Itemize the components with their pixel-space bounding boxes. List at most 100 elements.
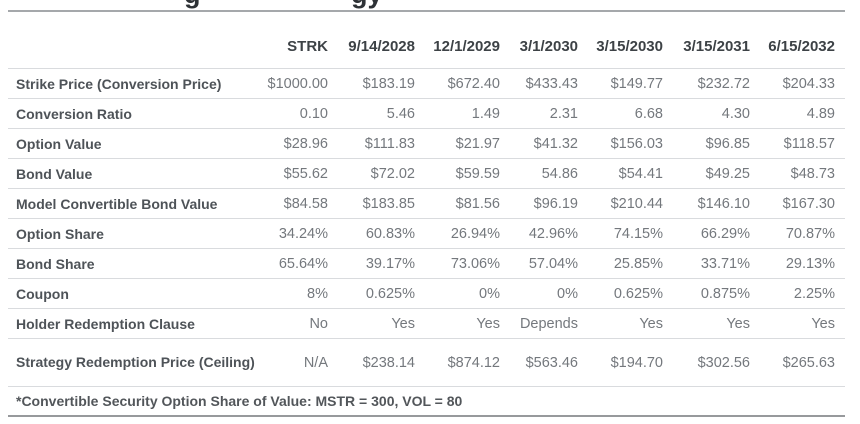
row-label: Option Share [16,225,104,242]
header-empty-cell [8,12,256,69]
row-label: Strike Price (Conversion Price) [16,75,222,92]
row-label: Bond Value [16,165,93,182]
table-cell: N/A [303,354,328,371]
table-cell: 2.31 [549,105,578,122]
table-cell: $84.58 [283,195,328,212]
table-cell: 42.96% [528,225,578,242]
table-cell: 4.30 [721,105,750,122]
table-cell: $49.25 [705,165,750,182]
table-cell: $167.30 [782,195,835,212]
table-row: Conversion Ratio 0.10 5.46 1.49 2.31 6.6… [8,98,845,129]
table-cell: $54.41 [618,165,663,182]
clipped-page-title: g gy [0,0,860,10]
table-cell: $59.59 [455,165,500,182]
column-header-date: 3/15/2031 [683,37,750,55]
table-row: Model Convertible Bond Value $84.58 $183… [8,188,845,219]
table-cell: 39.17% [365,255,415,272]
table-cell: 60.83% [365,225,415,242]
row-label: Conversion Ratio [16,105,132,122]
table-row: Holder Redemption Clause No Yes Yes Depe… [8,308,845,339]
row-label: Bond Share [16,255,95,272]
table-cell: 0.625% [365,285,415,302]
table-cell: $194.70 [610,354,663,371]
table-cell: Yes [726,315,750,332]
title-divider [8,10,845,12]
table-cell: $149.77 [610,75,663,92]
table-cell: 65.64% [278,255,328,272]
table-cell: $48.73 [790,165,835,182]
row-label: Coupon [16,285,69,302]
table-row: Option Share 34.24% 60.83% 26.94% 42.96%… [8,218,845,249]
table-row: Bond Share 65.64% 39.17% 73.06% 57.04% 2… [8,248,845,279]
column-header-date: 12/1/2029 [433,37,500,55]
table-cell: $81.56 [455,195,500,212]
footnote-row: *Convertible Security Option Share of Va… [8,386,845,416]
table-cell: 0.625% [613,285,663,302]
table-cell: $21.97 [455,135,500,152]
table-cell: 0.10 [299,105,328,122]
row-label: Model Convertible Bond Value [16,195,218,212]
row-label: Strategy Redemption Price (Ceiling) [16,354,255,371]
table-cell: 33.71% [700,255,750,272]
table-cell: 4.89 [806,105,835,122]
column-header-date: 3/1/2030 [519,37,578,55]
table-cell: $156.03 [610,135,663,152]
table-cell: Yes [391,315,415,332]
table-cell: $96.85 [705,135,750,152]
table-cell: 29.13% [785,255,835,272]
table-cell: $302.56 [697,354,750,371]
table-cell: 0.875% [700,285,750,302]
table-footnote: *Convertible Security Option Share of Va… [16,392,463,409]
table-cell: $1000.00 [267,75,328,92]
table-cell: $96.19 [533,195,578,212]
table-cell: 2.25% [793,285,835,302]
convertible-bond-table: STRK 9/14/2028 12/1/2029 3/1/2030 3/15/2… [8,12,845,417]
table-cell: 1.49 [471,105,500,122]
table-cell: $238.14 [362,354,415,371]
table-row: Strike Price (Conversion Price) $1000.00… [8,68,845,99]
table-cell: 74.15% [613,225,663,242]
table-cell: 6.68 [634,105,663,122]
table-header-row: STRK 9/14/2028 12/1/2029 3/1/2030 3/15/2… [8,12,845,69]
table-cell: $433.43 [525,75,578,92]
table-cell: $183.19 [362,75,415,92]
column-header-date: 9/14/2028 [348,37,415,55]
table-cell: 26.94% [450,225,500,242]
table-cell: $265.63 [782,354,835,371]
table-cell: $72.02 [370,165,415,182]
column-header-date: 6/15/2032 [768,37,835,55]
table-cell: $210.44 [610,195,663,212]
table-cell: 25.85% [613,255,663,272]
table-cell: $672.40 [447,75,500,92]
table-cell: 73.06% [450,255,500,272]
table-cell: $28.96 [283,135,328,152]
table-cell: 8% [307,285,328,302]
table-cell: $874.12 [447,354,500,371]
row-label: Option Value [16,135,102,152]
table-row: Coupon 8% 0.625% 0% 0% 0.625% 0.875% 2.2… [8,278,845,309]
table-row: Option Value $28.96 $111.83 $21.97 $41.3… [8,128,845,159]
table-cell: 5.46 [386,105,415,122]
table-cell: $41.32 [533,135,578,152]
table-cell: $563.46 [525,354,578,371]
table-cell: 0% [557,285,578,302]
table-cell: 0% [479,285,500,302]
column-header-date: 3/15/2030 [596,37,663,55]
table-cell: No [309,315,328,332]
table-cell: Yes [639,315,663,332]
table-cell: $146.10 [697,195,750,212]
table-cell: $111.83 [364,135,415,152]
table-cell: 66.29% [700,225,750,242]
table-cell: 54.86 [541,165,578,182]
table-row: Strategy Redemption Price (Ceiling) N/A … [8,338,845,387]
table-cell: Yes [476,315,500,332]
table-cell: 34.24% [278,225,328,242]
table-cell: $55.62 [283,165,328,182]
table-cell: 70.87% [785,225,835,242]
table-cell: $232.72 [697,75,750,92]
clipped-title-fragment: gy [351,0,383,8]
clipped-title-fragment: g [184,0,201,8]
table-cell: Depends [519,315,578,332]
table-row: Bond Value $55.62 $72.02 $59.59 54.86 $5… [8,158,845,189]
